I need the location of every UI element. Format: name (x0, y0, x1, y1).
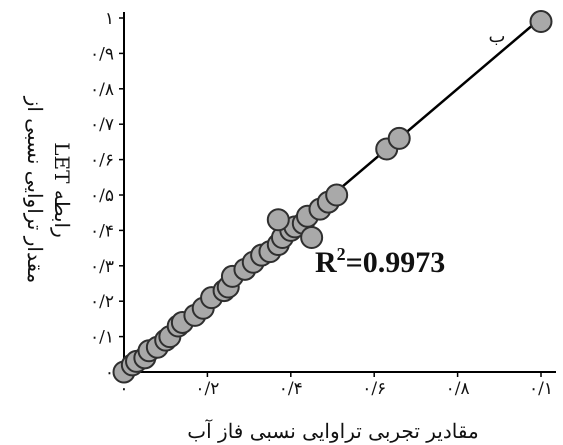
y-axis-title-line1: مقدار تراوایی نسبی از (23, 96, 47, 284)
y-axis-title-line2: رابطه LET (50, 142, 74, 238)
y-tick-label-10: ۱ (105, 9, 114, 29)
y-tick-label-9: ۰/۹ (90, 44, 114, 64)
data-point-30 (325, 183, 349, 207)
y-tick-label-7: ۰/۷ (90, 115, 114, 135)
data-point-32 (387, 126, 411, 150)
data-point-33 (529, 10, 553, 34)
y-tick-label-0: ۰ (105, 363, 114, 383)
y-tick-label-8: ۰/۸ (90, 80, 114, 100)
y-tick-label-3: ۰/۳ (90, 257, 114, 277)
x-tick-label-1: ۰/۲ (195, 379, 219, 399)
y-tick-label-4: ۰/۴ (90, 221, 114, 241)
x-tick-label-0: ۰ (119, 379, 128, 399)
y-tick-label-1: ۰/۱ (90, 328, 114, 348)
data-point-26 (300, 225, 324, 249)
data-points (112, 10, 553, 384)
r2-value: =0.9973 (346, 246, 446, 279)
y-tick-label-5: ۰/۵ (90, 186, 114, 206)
x-tick-label-3: ۰/۶ (362, 379, 386, 399)
x-tick-label-2: ۰/۴ (279, 379, 303, 399)
y-tick-label-6: ۰/۶ (90, 151, 114, 171)
panel-label: ب (489, 26, 506, 47)
tick-labels: ۰ ۰/۱ ۰/۲ ۰/۳ ۰/۴ ۰/۵ ۰/۶ ۰/۷ ۰/۸ ۰/۹ ۱ ۰ ۰/۲ ۰/۴ ۰/۶ ۰… (90, 9, 553, 399)
r2-letter: R (315, 246, 337, 279)
data-point-27 (266, 208, 290, 232)
axes (123, 12, 556, 373)
x-tick-label-5: ۰/۱ (529, 379, 553, 399)
x-tick-label-4: ۰/۸ (446, 379, 470, 399)
x-axis-title: مقادیر تجربی تراوایی نسبی فاز آب (187, 419, 478, 443)
r2-superscript: 2 (337, 244, 346, 264)
r2-annotation: R2=0.9973 (315, 244, 445, 279)
y-tick-label-2: ۰/۲ (90, 292, 114, 312)
